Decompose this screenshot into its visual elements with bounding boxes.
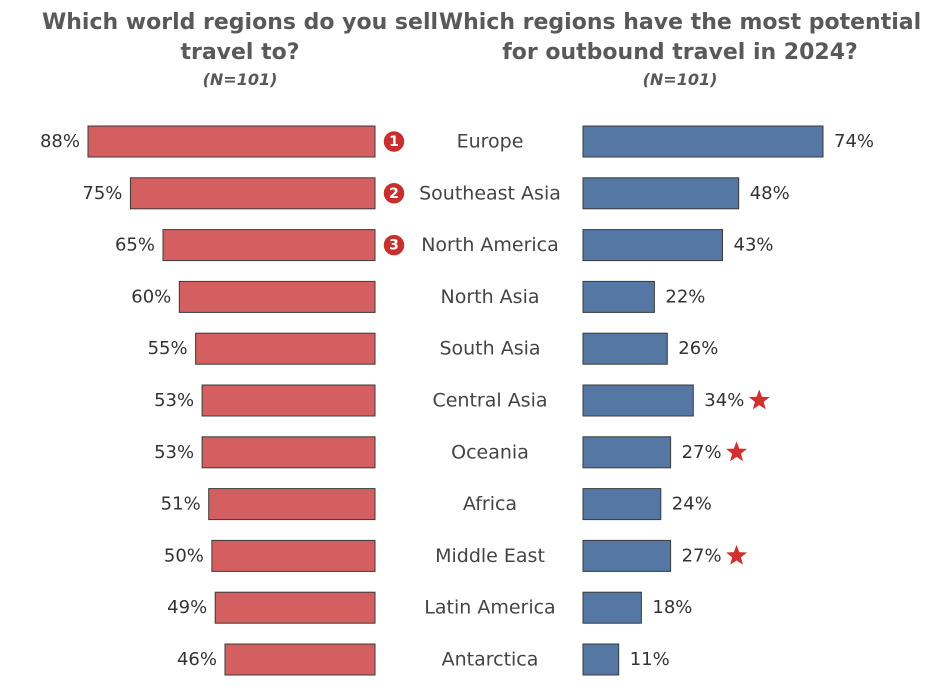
left-chart-title: Which world regions do you sell travel t… — [40, 8, 440, 92]
right-value-label: 48% — [750, 183, 790, 204]
region-label: South Asia — [439, 338, 540, 360]
right-value-label: 43% — [734, 235, 774, 256]
rank-badge-icon — [382, 181, 406, 206]
left-bar — [208, 488, 376, 521]
rank-badge-number: 2 — [389, 186, 399, 202]
left-value-label: 46% — [177, 649, 217, 670]
region-label: Central Asia — [432, 390, 547, 412]
right-chart-title: Which regions have the most potential fo… — [430, 8, 930, 92]
right-bar — [582, 125, 824, 158]
right-value-label: 18% — [652, 597, 692, 618]
region-label: Africa — [463, 493, 517, 515]
left-value-label: 50% — [164, 545, 204, 566]
right-bar — [582, 229, 723, 262]
right-value-label: 27% — [682, 442, 722, 463]
left-bar — [214, 591, 376, 624]
left-value-label: 65% — [115, 235, 155, 256]
region-label: Oceania — [451, 441, 529, 463]
right-value-label: 11% — [630, 649, 670, 670]
region-label: North America — [421, 234, 559, 256]
right-bar — [582, 332, 668, 365]
right-bar — [582, 539, 672, 572]
left-value-label: 60% — [131, 286, 171, 307]
left-bar — [178, 280, 376, 313]
left-bar — [201, 436, 376, 469]
region-label: Latin America — [424, 597, 555, 619]
star-icon — [726, 441, 748, 462]
right-value-label: 24% — [672, 494, 712, 515]
right-value-label: 26% — [678, 338, 718, 359]
region-label: Antarctica — [442, 649, 539, 671]
rank-badge-icon — [382, 129, 406, 154]
right-bar — [582, 488, 662, 521]
right-value-label: 74% — [834, 131, 874, 152]
right-bar — [582, 436, 672, 469]
rank-badge-number: 3 — [389, 238, 399, 254]
right-bar — [582, 177, 740, 210]
left-bar — [195, 332, 376, 365]
star-icon — [748, 389, 770, 410]
left-title-text: Which world regions do you sell travel t… — [41, 10, 439, 65]
left-bar — [129, 177, 376, 210]
right-title-text: Which regions have the most potential fo… — [438, 10, 922, 65]
left-value-label: 75% — [82, 183, 122, 204]
right-subtitle: (N=101) — [642, 70, 718, 89]
rank-badge-icon — [382, 233, 406, 257]
region-label: Middle East — [435, 545, 545, 567]
region-label: North Asia — [441, 286, 540, 308]
left-subtitle: (N=101) — [202, 70, 278, 89]
left-bar — [201, 384, 376, 417]
region-label: Southeast Asia — [419, 182, 561, 204]
left-bar — [87, 125, 376, 158]
left-value-label: 49% — [167, 597, 207, 618]
region-label: Europe — [457, 131, 524, 153]
right-value-label: 34% — [704, 390, 744, 411]
left-value-label: 88% — [40, 131, 80, 152]
left-bar — [162, 229, 376, 262]
star-icon — [726, 544, 748, 565]
right-bar — [582, 384, 694, 417]
right-value-label: 22% — [665, 286, 705, 307]
left-bar — [224, 643, 376, 676]
left-value-label: 53% — [154, 390, 194, 411]
rank-badge-number: 1 — [389, 134, 399, 150]
left-value-label: 53% — [154, 442, 194, 463]
left-value-label: 51% — [161, 494, 201, 515]
left-value-label: 55% — [148, 338, 188, 359]
right-bar — [582, 643, 620, 676]
right-bar — [582, 280, 655, 313]
right-value-label: 27% — [682, 545, 722, 566]
left-bar — [211, 539, 376, 572]
right-bar — [582, 591, 642, 624]
